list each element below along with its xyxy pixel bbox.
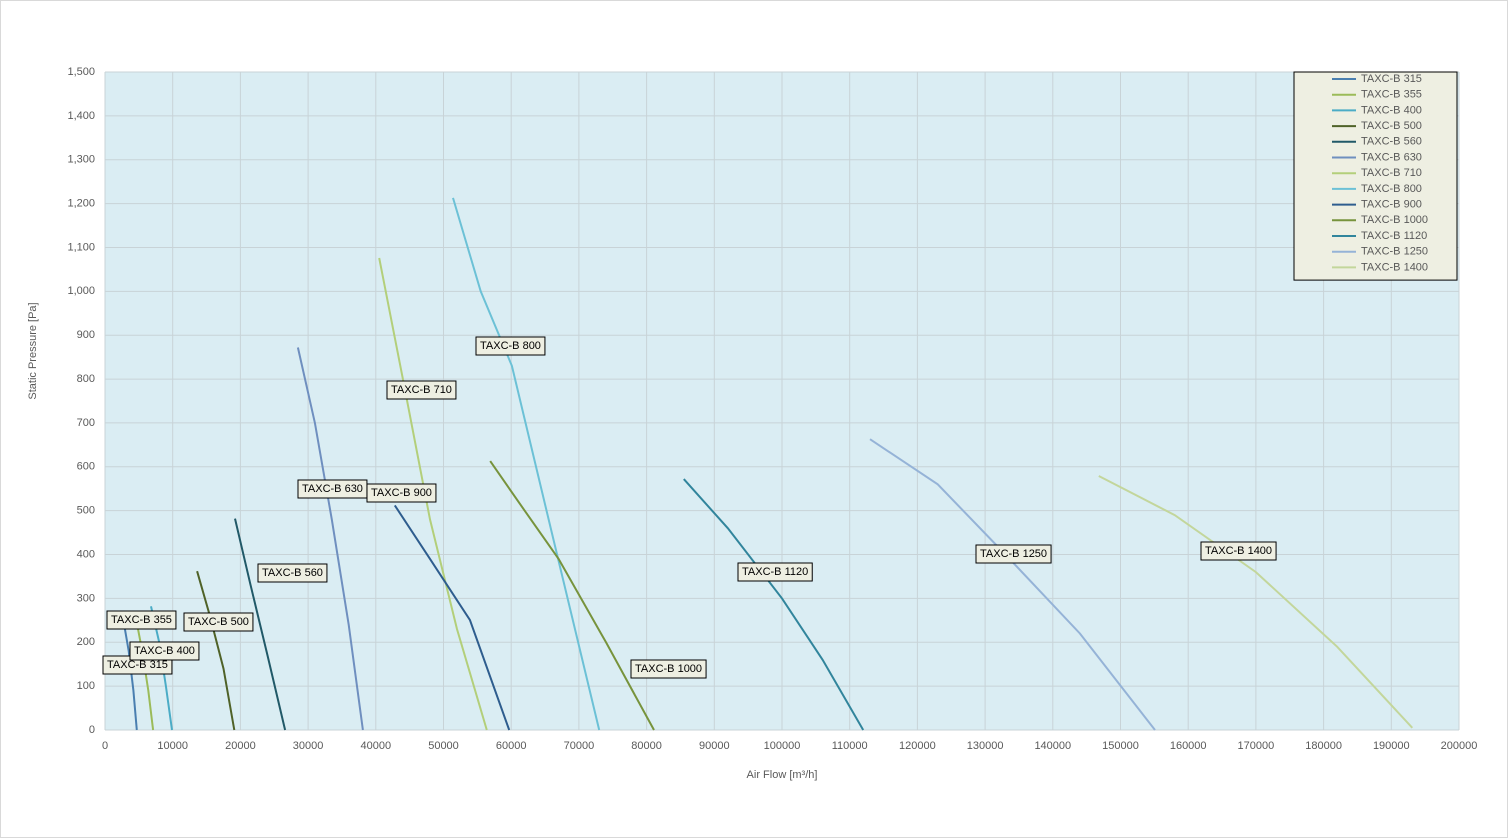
legend-label: TAXC-B 560 — [1361, 136, 1422, 148]
series-label-box — [257, 563, 328, 583]
y-tick-label: 400 — [77, 548, 95, 560]
series-label-box — [386, 380, 457, 400]
legend-label: TAXC-B 710 — [1361, 167, 1422, 179]
x-tick-label: 20000 — [225, 740, 256, 752]
x-tick-label: 190000 — [1373, 740, 1410, 752]
series-line — [1098, 475, 1414, 729]
series-line — [378, 257, 488, 731]
series-label-box — [129, 641, 200, 661]
series-label-box — [630, 659, 707, 679]
legend-label: TAXC-B 500 — [1361, 120, 1422, 132]
x-tick-label: 140000 — [1034, 740, 1071, 752]
series-line — [452, 197, 601, 731]
y-tick-label: 1,300 — [67, 154, 95, 166]
x-tick-label: 170000 — [1238, 740, 1275, 752]
series-label-box — [106, 610, 177, 630]
y-tick-label: 1,500 — [67, 66, 95, 78]
y-tick-label: 0 — [89, 724, 95, 736]
series-label: TAXC-B 355 — [111, 614, 172, 626]
series-label: TAXC-B 710 — [391, 384, 452, 396]
y-axis-title: Static Pressure [Pa] — [27, 302, 39, 399]
legend-label: TAXC-B 1000 — [1361, 214, 1428, 226]
legend-label: TAXC-B 1120 — [1361, 230, 1427, 242]
y-tick-label: 700 — [77, 417, 95, 429]
legend-label: TAXC-B 1250 — [1361, 246, 1428, 258]
x-tick-label: 30000 — [293, 740, 324, 752]
series-line — [234, 518, 287, 731]
x-tick-label: 180000 — [1305, 740, 1342, 752]
x-axis-title: Air Flow [m³/h] — [747, 769, 818, 781]
y-tick-label: 600 — [77, 461, 95, 473]
y-tick-label: 1,400 — [67, 110, 95, 122]
x-tick-label: 200000 — [1441, 740, 1478, 752]
x-tick-label: 60000 — [496, 740, 527, 752]
series-label: TAXC-B 1250 — [980, 548, 1047, 560]
x-tick-label: 80000 — [631, 740, 662, 752]
series-label: TAXC-B 630 — [302, 483, 363, 495]
x-tick-label: 100000 — [764, 740, 801, 752]
series-label: TAXC-B 1000 — [635, 663, 702, 675]
x-tick-label: 110000 — [832, 740, 868, 752]
legend-label: TAXC-B 800 — [1361, 183, 1422, 195]
y-tick-label: 800 — [77, 373, 95, 385]
y-tick-label: 100 — [77, 680, 95, 692]
y-tick-label: 1,100 — [67, 241, 95, 253]
x-tick-label: 50000 — [428, 740, 459, 752]
series-label: TAXC-B 1120 — [742, 566, 808, 578]
x-tick-label: 90000 — [699, 740, 730, 752]
series-label: TAXC-B 400 — [134, 645, 195, 657]
legend-label: TAXC-B 900 — [1361, 199, 1422, 211]
x-tick-label: 70000 — [564, 740, 595, 752]
series-label-box — [737, 562, 813, 582]
legend-label: TAXC-B 315 — [1361, 73, 1422, 85]
y-tick-label: 1,000 — [67, 285, 95, 297]
series-line — [489, 460, 655, 731]
series-label: TAXC-B 500 — [188, 616, 249, 628]
y-tick-label: 900 — [77, 329, 95, 341]
legend-box — [1293, 71, 1458, 281]
x-tick-label: 150000 — [1102, 740, 1139, 752]
series-line — [296, 347, 364, 731]
series-label: TAXC-B 1400 — [1205, 545, 1272, 557]
series-line — [196, 570, 236, 731]
series-label: TAXC-B 315 — [107, 659, 168, 671]
y-tick-label: 1,200 — [67, 198, 95, 210]
legend-label: TAXC-B 355 — [1361, 89, 1422, 101]
x-tick-label: 10000 — [157, 740, 188, 752]
series-label: TAXC-B 900 — [371, 487, 432, 499]
legend-label: TAXC-B 1400 — [1361, 261, 1428, 273]
series-label: TAXC-B 560 — [262, 567, 323, 579]
legend-label: TAXC-B 630 — [1361, 151, 1422, 163]
x-tick-label: 40000 — [361, 740, 392, 752]
series-label-box — [183, 612, 254, 632]
series-line — [683, 478, 865, 731]
series-label-box — [366, 483, 437, 503]
series-label: TAXC-B 800 — [480, 340, 541, 352]
y-tick-label: 200 — [77, 636, 95, 648]
legend-label: TAXC-B 400 — [1361, 104, 1422, 116]
y-tick-label: 300 — [77, 592, 95, 604]
series-line — [393, 504, 511, 731]
y-tick-label: 500 — [77, 505, 95, 517]
series-label-box — [1200, 541, 1277, 561]
x-tick-label: 120000 — [899, 740, 936, 752]
series-label-box — [975, 544, 1052, 564]
series-label-box — [475, 336, 546, 356]
x-tick-label: 0 — [102, 740, 108, 752]
x-tick-label: 160000 — [1170, 740, 1207, 752]
x-tick-label: 130000 — [967, 740, 1004, 752]
